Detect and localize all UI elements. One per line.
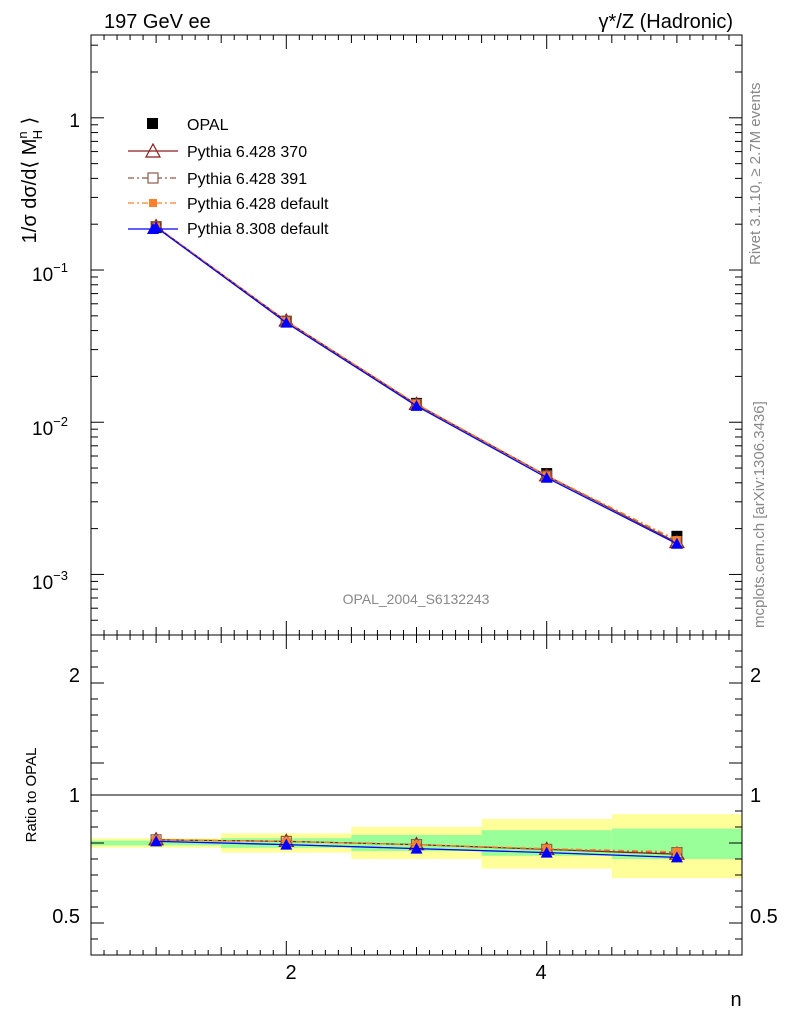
legend-marker-pdef [149,199,157,207]
analysis-watermark: OPAL_2004_S6132243 [343,591,490,607]
main-y-tick-labels: 1 10−1 10−2 10−3 [32,111,80,594]
main-line-p391 [155,226,678,543]
main-line-pdef [155,226,678,541]
rivet-version-note: Rivet 3.1.10, ≥ 2.7M events [747,83,764,266]
legend-label-pdef: Pythia 6.428 default [187,196,329,213]
ratio-series-group [148,831,685,863]
main-y-tick-label-0: 1 [69,111,80,132]
ratio-point-p8 [280,838,293,850]
main-series-group [148,218,685,549]
ratio-y-tick-label-05-right: 0.5 [750,906,778,928]
main-y-label-part-0: 1/σ dσ/d⟨ M [19,139,41,244]
main-y-tick-label-1: 10−1 [32,260,68,286]
ratio-y-axis-label: Ratio to OPAL [23,748,40,843]
legend-label-p8: Pythia 8.308 default [187,221,329,238]
main-y-tick-base-0: 1 [69,111,80,132]
main-y-tick-base-1: 10 [32,265,53,286]
main-y-tick-exp-3: −3 [53,568,68,583]
legend: OPAL Pythia 6.428 370 Pythia 6.428 391 P… [128,117,329,238]
ratio-point-p8 [150,835,163,847]
ratio-point-p8 [410,842,423,854]
mcplots-note: mcplots.cern.ch [arXiv:1306.3436] [751,401,768,628]
main-y-tick-exp-2: −2 [53,414,68,429]
ratio-y-tick-labels: 2 1 0.5 2 1 0.5 [52,665,778,928]
header-left-title: 197 GeV ee [104,11,211,33]
main-y-label-sup: n [15,131,30,138]
main-point-p8 [670,537,683,549]
ratio-axis-ticks [91,634,743,956]
ratio-y-tick-label-1-left: 1 [69,785,80,807]
main-line-p8 [155,226,678,545]
main-y-axis-label: 1/σ dσ/d⟨ MnH ⟩ [15,117,45,244]
main-y-label-part-3: ⟩ [19,117,41,130]
ratio-line-pdef [156,839,677,853]
x-tick-label-2: 2 [285,962,296,984]
legend-label-p370: Pythia 6.428 370 [187,144,307,161]
legend-marker-p391 [147,172,159,184]
ratio-y-tick-label-2-left: 2 [69,665,80,687]
main-point-p8 [410,399,423,411]
main-line-p370 [155,226,678,544]
legend-marker-opal [147,118,158,129]
ratio-y-tick-label-2-right: 2 [750,665,761,687]
main-point-p8 [540,471,553,483]
header-right-title: γ*/Z (Hadronic) [599,11,733,33]
legend-marker-p370 [144,142,162,158]
ratio-point-p8 [670,851,683,863]
ratio-x-tick-labels: 2 4 [285,962,546,984]
main-y-tick-base-2: 10 [32,419,53,440]
main-y-tick-label-3: 10−3 [32,568,68,594]
main-y-tick-base-3: 10 [32,573,53,594]
main-y-label-sub: H [30,130,45,139]
main-y-tick-exp-1: −1 [53,260,68,275]
legend-marker-p8 [147,223,159,234]
x-tick-label-4: 4 [535,962,546,984]
main-point-p8 [280,316,293,328]
legend-label-opal: OPAL [187,117,229,134]
ratio-y-tick-label-1-right: 1 [750,785,761,807]
legend-label-p391: Pythia 6.428 391 [187,171,307,188]
main-y-tick-label-2: 10−2 [32,414,68,440]
ratio-point-p8 [540,846,553,858]
ratio-y-tick-label-05-left: 0.5 [52,906,80,928]
x-axis-label: n [730,989,741,1011]
